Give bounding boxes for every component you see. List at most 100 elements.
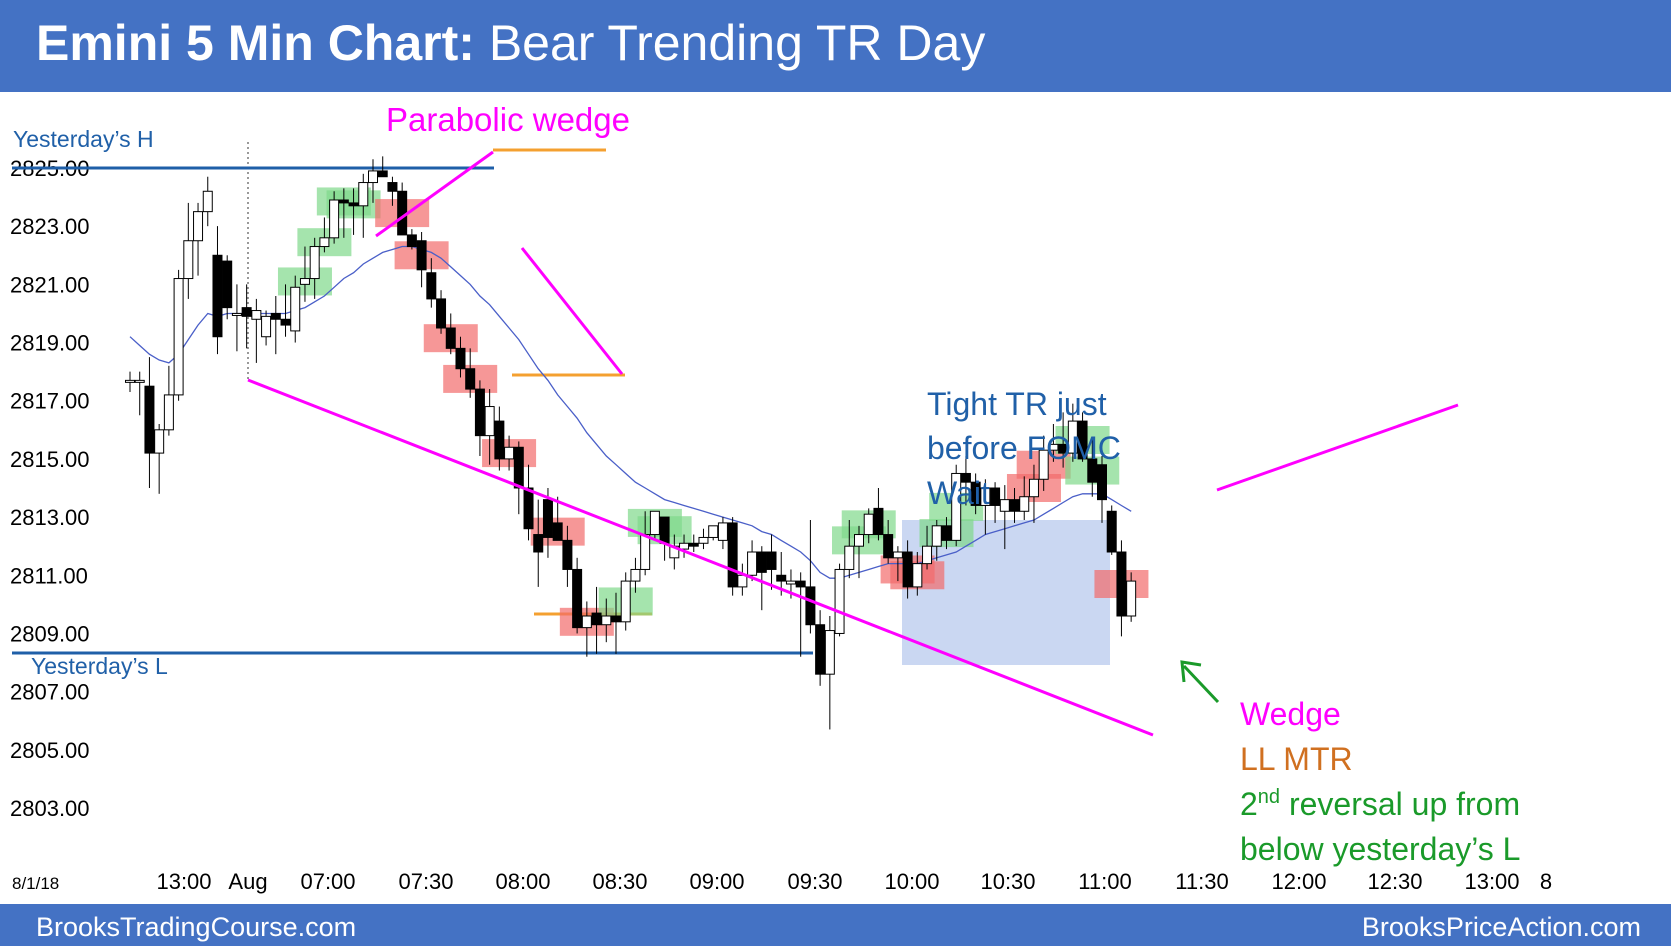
candle: [581, 601, 592, 657]
candle-body: [766, 551, 777, 570]
x-tick-label: 12:00: [1271, 869, 1326, 894]
candlestick-chart: 2825.002823.002821.002819.002817.002815.…: [10, 101, 1552, 894]
candle: [552, 496, 563, 541]
candle-body: [1009, 499, 1020, 512]
candle: [960, 456, 971, 506]
candle-body: [494, 420, 505, 460]
candle-body: [980, 487, 991, 506]
footer-left-link[interactable]: BrooksTradingCourse.com: [36, 912, 357, 942]
candle-body: [601, 615, 612, 626]
candle-body: [1087, 458, 1098, 483]
candle: [1067, 403, 1078, 462]
candle-body: [649, 510, 660, 536]
chart-title: Emini 5 Min Chart: Bear Trending TR Day: [36, 14, 985, 72]
footer-right-link[interactable]: BrooksPriceAction.com: [1361, 912, 1641, 942]
candle-body: [406, 234, 417, 248]
y-axis: 2825.002823.002821.002819.002817.002815.…: [10, 156, 90, 821]
candle-body: [465, 368, 476, 390]
candle-body: [854, 534, 864, 547]
candle: [212, 226, 223, 355]
candle: [902, 540, 913, 599]
candle-body: [941, 525, 952, 541]
candle: [951, 464, 962, 547]
candle-body: [309, 246, 320, 280]
candle-body: [717, 522, 728, 541]
candle-body: [261, 315, 272, 338]
candle: [309, 237, 320, 299]
candle-body: [581, 615, 592, 629]
candle: [737, 563, 748, 596]
candle: [659, 516, 670, 561]
candle: [1038, 435, 1049, 491]
candle: [912, 552, 923, 596]
candle: [649, 510, 660, 541]
candle-body: [1097, 464, 1107, 501]
candle-body: [319, 237, 330, 248]
y-tick-label: 2813.00: [10, 505, 90, 530]
candle: [377, 156, 388, 178]
candle-body: [824, 630, 835, 675]
wedge-label: Wedge: [1240, 696, 1341, 732]
x-tick-label: 11:00: [1078, 869, 1131, 894]
candle: [1028, 464, 1039, 523]
candle: [611, 592, 621, 654]
candle-body: [397, 190, 408, 236]
reversal-label-1: 2nd reversal up from: [1240, 786, 1520, 822]
candle: [231, 284, 242, 352]
candle: [824, 616, 835, 730]
candle: [280, 284, 291, 337]
candle: [329, 191, 340, 244]
candle: [523, 464, 534, 541]
candle-body: [436, 298, 447, 329]
tight-tr-label-1: Tight TR just: [927, 386, 1107, 422]
candle-body: [815, 624, 826, 675]
candle: [1087, 438, 1098, 497]
candle-body: [572, 568, 583, 629]
candle: [222, 255, 233, 320]
candle-body: [416, 240, 427, 271]
candle: [854, 525, 864, 579]
candle-body: [640, 534, 651, 570]
candle: [873, 488, 884, 541]
candle-body: [611, 615, 621, 623]
candle-body: [212, 254, 223, 338]
candle-body: [134, 379, 145, 383]
x-tick-label: 12:30: [1367, 869, 1422, 894]
candle-body: [222, 260, 233, 309]
candle-body: [999, 499, 1010, 512]
x-tick-label: 08:30: [592, 869, 647, 894]
x-tick-label: 08:00: [495, 869, 550, 894]
candle-body: [834, 568, 845, 634]
y-tick-label: 2819.00: [10, 331, 90, 356]
title-bold: Emini 5 Min Chart:: [36, 15, 475, 71]
x-tick-label: 11:30: [1175, 869, 1228, 894]
candle: [241, 284, 252, 349]
candle-body: [241, 307, 252, 317]
candle: [1058, 412, 1069, 468]
candle-body: [251, 310, 262, 320]
candle: [591, 586, 602, 654]
x-tick-label: 13:00: [156, 869, 211, 894]
candle-body: [474, 388, 485, 437]
candle: [766, 534, 777, 590]
tight-tr-label-2: before FOMC: [927, 430, 1121, 466]
candle-body: [445, 327, 456, 349]
candle: [931, 520, 942, 561]
candle: [980, 479, 991, 535]
candle: [494, 406, 505, 471]
candle: [795, 572, 806, 657]
candle: [999, 485, 1010, 550]
candle: [513, 441, 524, 515]
candle: [474, 380, 485, 456]
x-tick-label: 8: [1540, 869, 1552, 894]
candle-body: [144, 385, 155, 454]
y-tick-label: 2815.00: [10, 447, 90, 472]
y-tick-label: 2807.00: [10, 680, 90, 705]
candle: [426, 258, 437, 308]
candle: [504, 435, 515, 471]
candle-body: [912, 563, 923, 588]
candle: [708, 525, 719, 541]
candle: [630, 557, 641, 593]
candle: [144, 357, 155, 488]
candle: [863, 508, 874, 544]
